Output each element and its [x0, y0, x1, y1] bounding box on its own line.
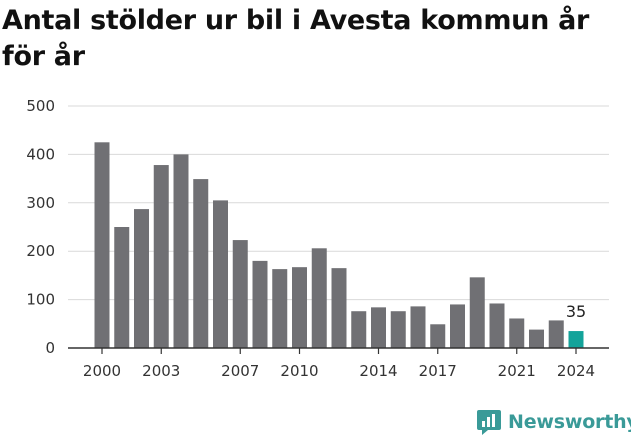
- bar-2022: [529, 329, 544, 348]
- x-axis-ticks: 2000 2003 2007 2010 2014 2017 2021 2024: [83, 348, 595, 380]
- bar-2000: [94, 142, 110, 348]
- x-tick-label: 2017: [419, 362, 457, 380]
- data-labels: 35: [566, 302, 586, 321]
- bar-2001: [114, 227, 130, 348]
- bar-2017: [430, 324, 446, 348]
- y-tick-label: 400: [26, 145, 55, 163]
- bar-2020: [489, 303, 505, 348]
- bar-2016: [410, 306, 426, 348]
- bar-2004: [173, 154, 189, 348]
- y-tick-label: 500: [26, 97, 55, 115]
- data-label: 35: [566, 302, 586, 321]
- x-tick-label: 2003: [142, 362, 180, 380]
- bar-2014: [371, 307, 386, 348]
- bar-2010: [292, 267, 307, 348]
- newsworthy-logo-icon: [477, 410, 501, 435]
- bar-2015: [390, 311, 406, 348]
- chart-title: Antal stölder ur bil i Avesta kommun år …: [2, 5, 590, 72]
- brand-logo: Newsworthy: [476, 408, 631, 436]
- bar-2002: [134, 209, 149, 348]
- bar-2019: [469, 277, 485, 348]
- bar-2008: [252, 260, 268, 348]
- bar-2023: [548, 320, 564, 348]
- bars: [94, 142, 584, 348]
- bar-2007: [232, 240, 248, 348]
- bar-2012: [331, 268, 347, 348]
- bar-2003: [153, 165, 169, 348]
- brand-name: Newsworthy: [508, 411, 631, 433]
- x-tick-label: 2010: [280, 362, 318, 380]
- bar-2006: [213, 200, 228, 348]
- x-tick-label: 2000: [83, 362, 121, 380]
- bar-2018: [450, 304, 465, 348]
- bar-2013: [351, 311, 367, 348]
- y-tick-label: 0: [45, 339, 55, 357]
- bar-2021: [509, 318, 525, 348]
- y-axis-ticks: 0 100 200 300 400 500: [26, 97, 55, 357]
- bar-2011: [311, 248, 327, 348]
- bar-2005: [193, 179, 209, 348]
- y-tick-label: 200: [26, 242, 55, 260]
- x-tick-label: 2021: [498, 362, 536, 380]
- x-tick-label: 2024: [557, 362, 595, 380]
- bar-2009: [272, 269, 288, 348]
- x-tick-label: 2014: [359, 362, 397, 380]
- bar-2024: [568, 331, 584, 348]
- x-tick-label: 2007: [221, 362, 259, 380]
- y-tick-label: 300: [26, 194, 55, 212]
- y-tick-label: 100: [26, 291, 55, 309]
